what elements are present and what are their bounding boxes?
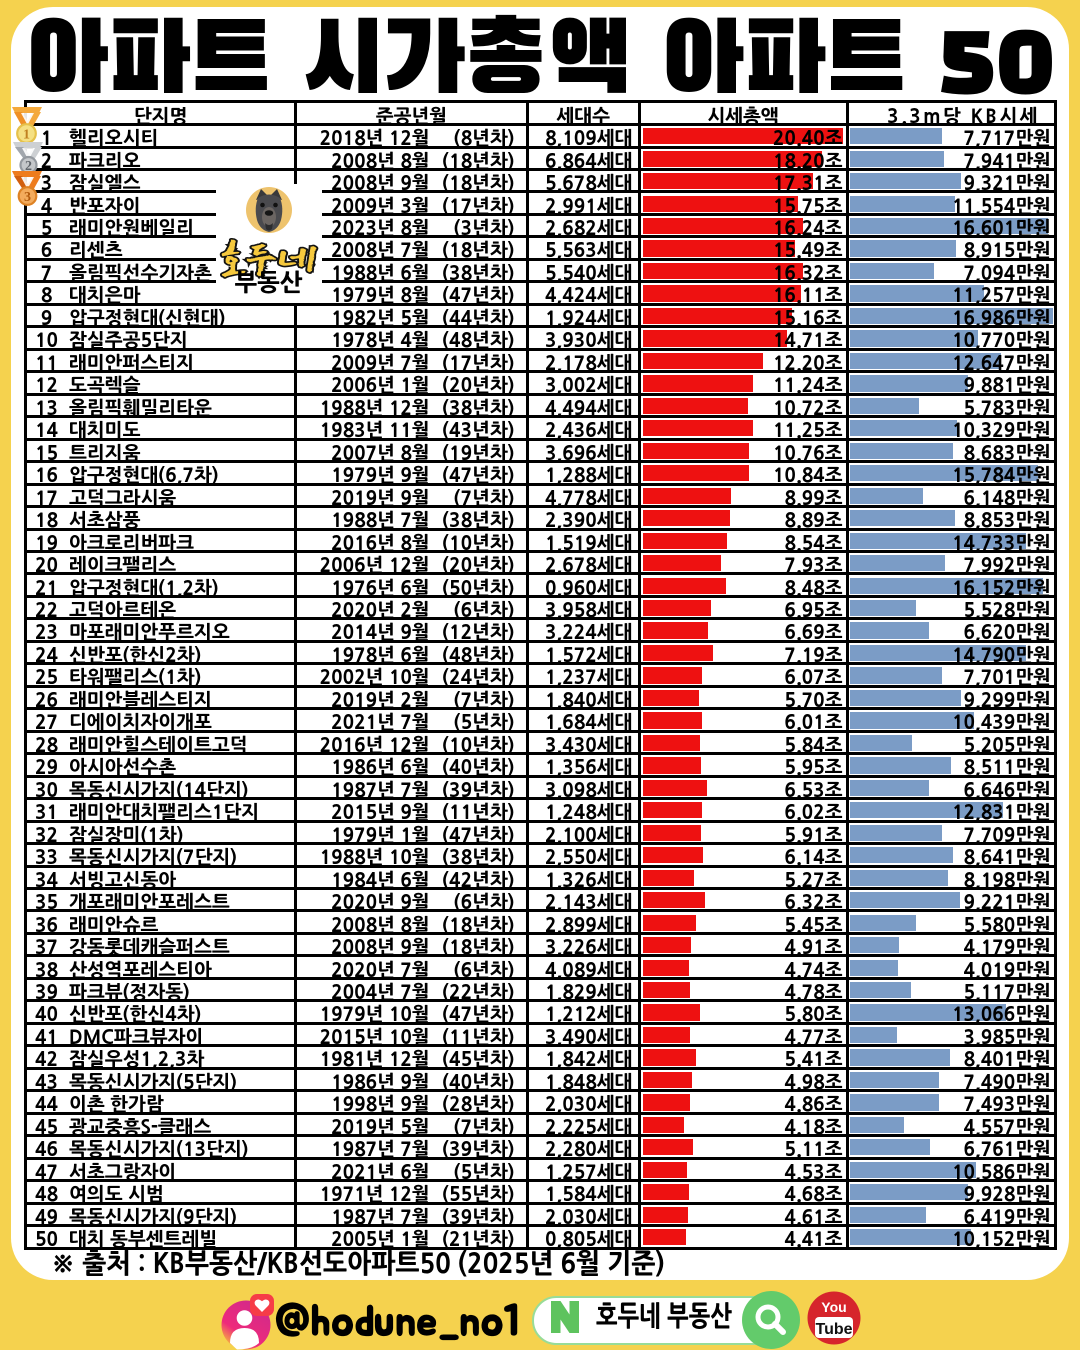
svg-text:호두네: 호두네 bbox=[219, 235, 319, 283]
svg-text:1: 1 bbox=[23, 128, 30, 143]
svg-text:2: 2 bbox=[25, 159, 32, 174]
svg-text:Tube: Tube bbox=[815, 1321, 852, 1338]
svg-text:You: You bbox=[821, 1299, 846, 1315]
svg-text:3: 3 bbox=[24, 190, 31, 205]
